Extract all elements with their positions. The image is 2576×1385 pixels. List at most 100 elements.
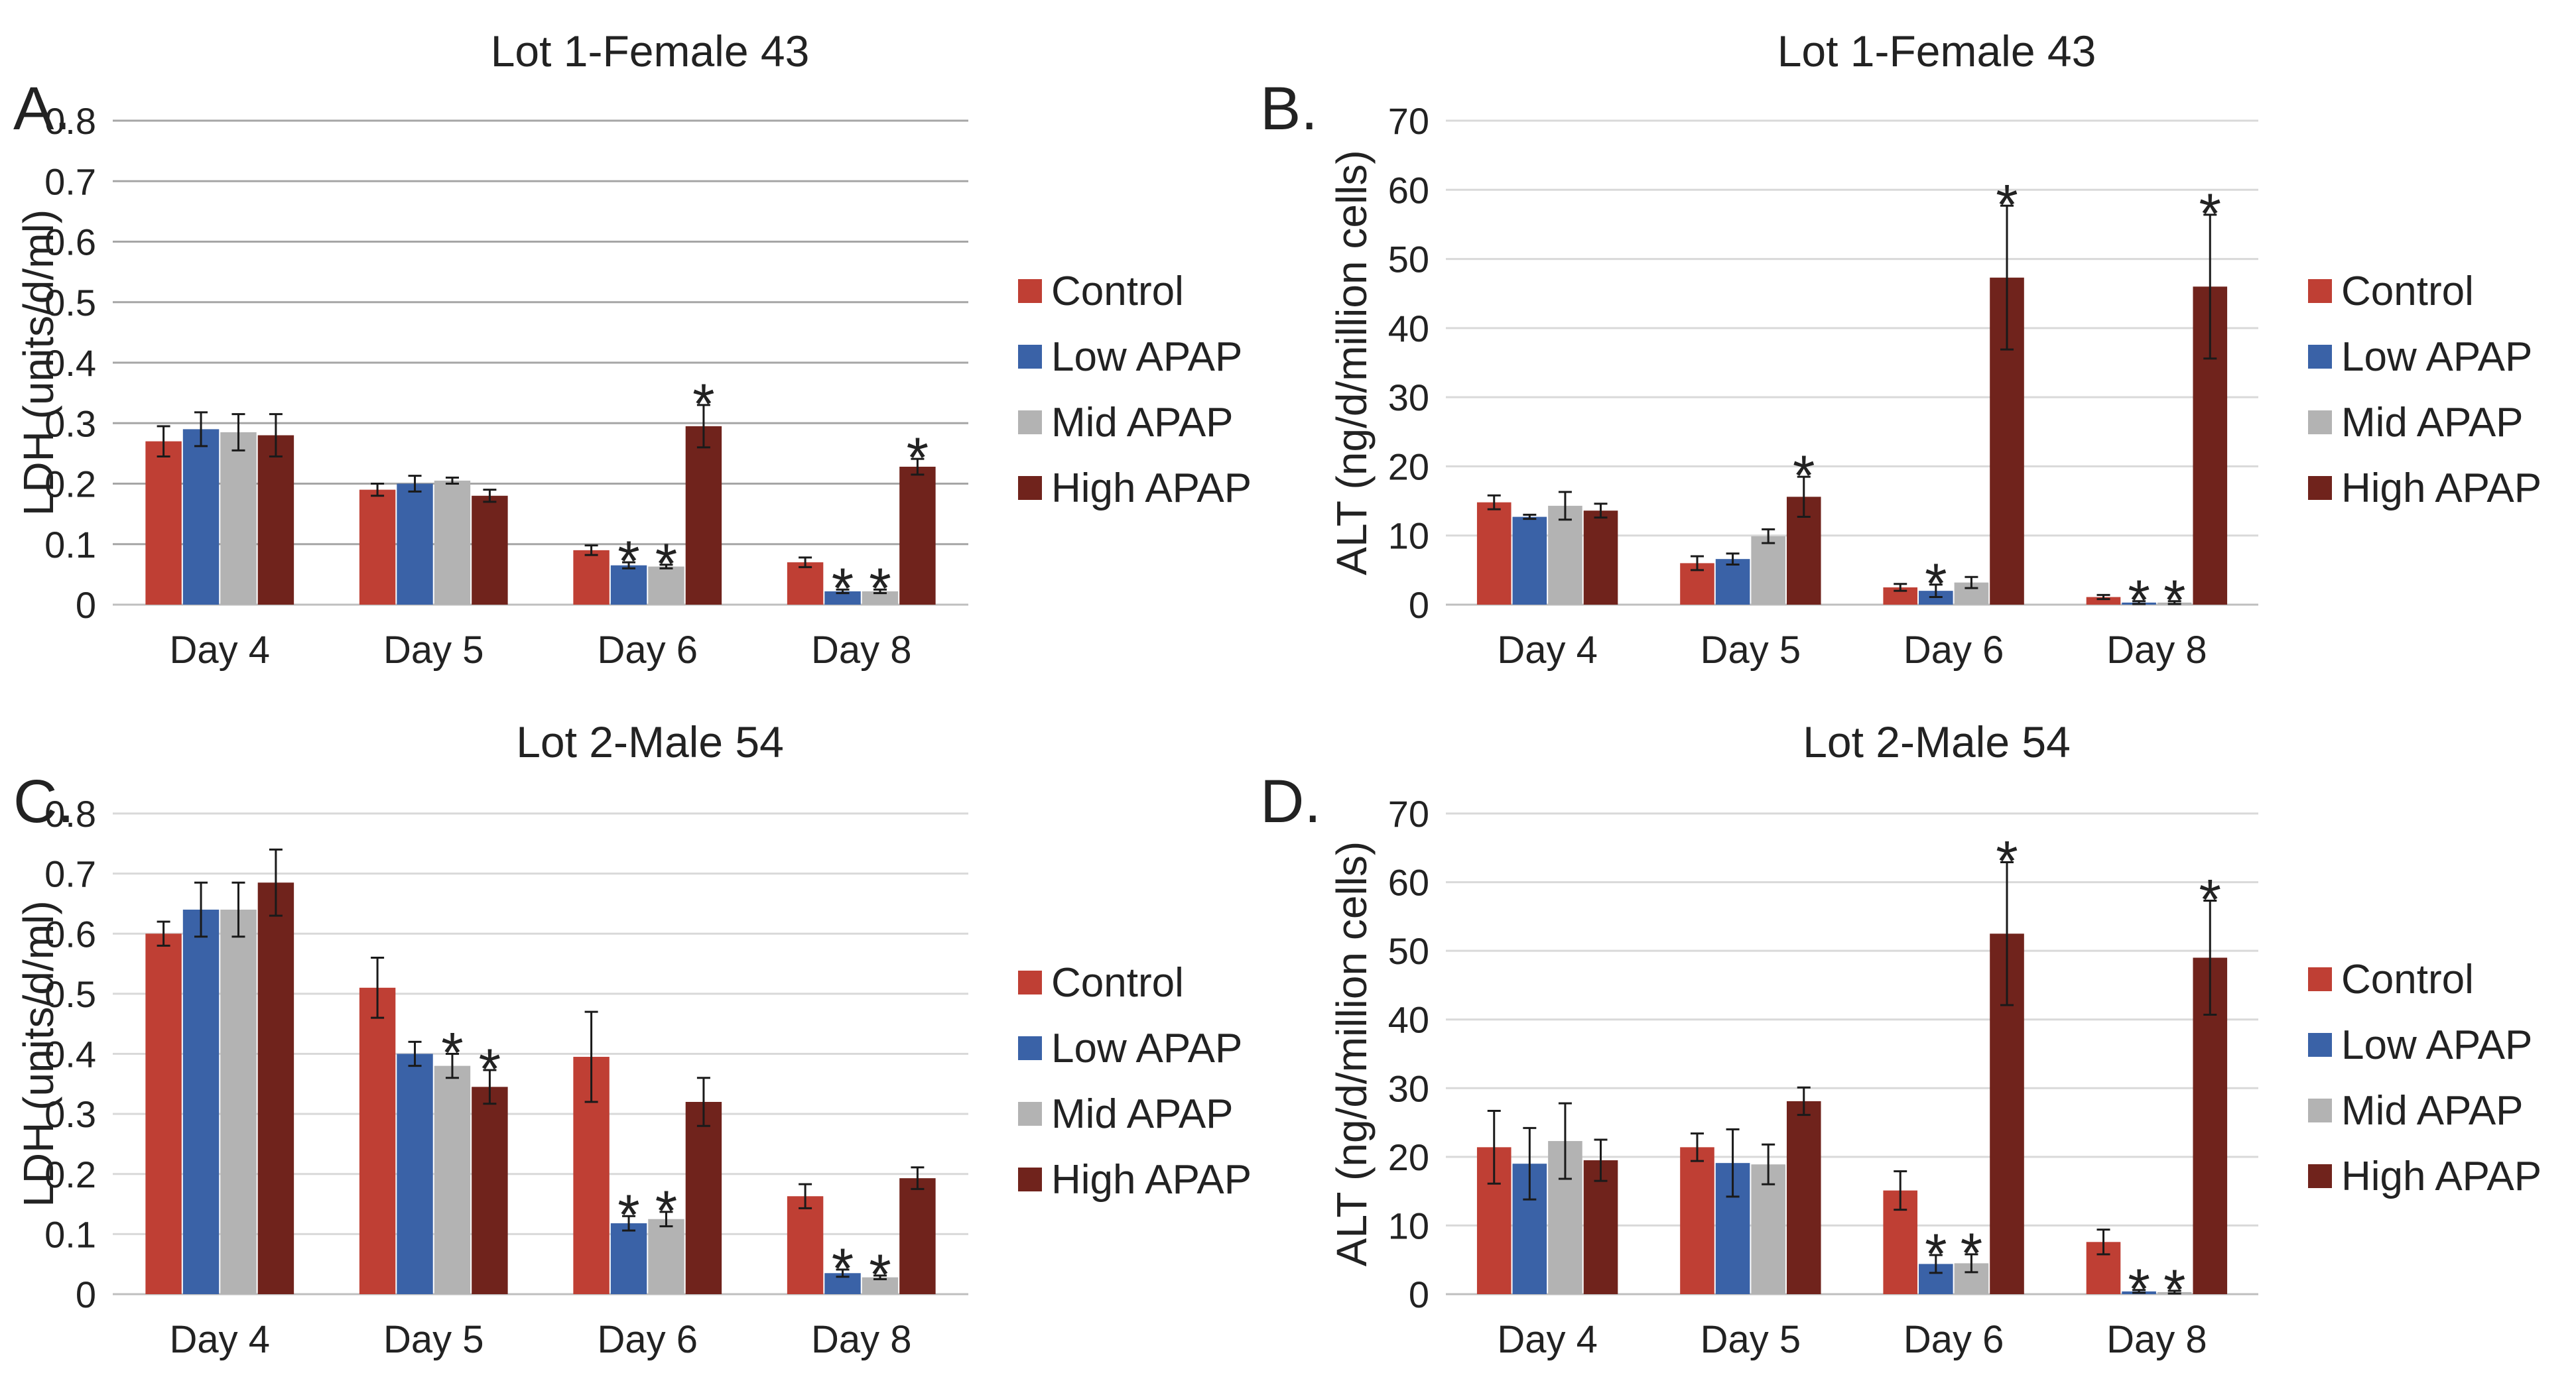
bar (472, 1087, 508, 1294)
bar (1786, 1101, 1821, 1294)
x-tick-label: Day 6 (1903, 629, 2004, 672)
bar (610, 1223, 647, 1294)
y-tick-label: 30 (1388, 377, 1429, 418)
bar (257, 435, 294, 605)
y-tick-label: 10 (1388, 1205, 1429, 1246)
panel-c: C. Lot 2-Male 54 LDH (units/d/ml) 0 0.1 0.2 0.… (13, 717, 1252, 1361)
bar (787, 1196, 824, 1294)
significance-star: * (1996, 173, 2018, 237)
significance-star: * (2199, 182, 2221, 246)
y-tick-label: 70 (1388, 100, 1429, 142)
legend-swatch (1018, 279, 1042, 303)
bar (434, 1065, 471, 1294)
panel-d: D. Lot 2-Male 54 ALT (ng/d/million cells) 0… (1260, 717, 2542, 1361)
significance-star: * (907, 426, 929, 490)
y-axis-label: LDH (units/d/ml) (15, 210, 62, 516)
bar (685, 426, 722, 605)
y-tick-label: 60 (1388, 862, 1429, 904)
x-tick-label: Day 6 (597, 629, 698, 672)
legend-swatch (1018, 971, 1042, 994)
y-tick-label: 0.6 (44, 913, 96, 955)
chart-title: Lot 1-Female 43 (491, 27, 810, 76)
y-tick-label: 60 (1388, 169, 1429, 211)
significance-star: * (1925, 552, 1947, 616)
legend-swatch (1018, 1102, 1042, 1126)
chart-title: Lot 1-Female 43 (1777, 27, 2096, 76)
y-tick-label: 0.8 (44, 793, 96, 835)
bar (648, 1219, 684, 1294)
significance-star: * (1793, 444, 1815, 508)
x-tick-label: Day 8 (2106, 629, 2207, 672)
significance-star: * (692, 373, 714, 436)
legend-label: High APAP (1051, 1157, 1252, 1203)
legend-label: Control (1051, 960, 1184, 1006)
bar (1583, 511, 1618, 605)
significance-star: * (832, 1237, 854, 1301)
legend-swatch (1018, 345, 1042, 369)
bar (182, 429, 220, 605)
significance-star: * (655, 1179, 677, 1243)
bar (397, 1054, 433, 1294)
y-tick-label: 0.7 (44, 853, 96, 895)
bar (573, 550, 610, 605)
y-tick-label: 0.5 (44, 282, 96, 324)
significance-star: * (1961, 1222, 1982, 1286)
y-tick-label: 10 (1388, 515, 1429, 557)
legend-label: Mid APAP (2341, 400, 2524, 446)
chart-title: Lot 2-Male 54 (1803, 717, 2071, 766)
x-tick-label: Day 8 (2106, 1318, 2207, 1361)
significance-star: * (617, 1183, 639, 1247)
panel-label: A. (13, 75, 71, 143)
bar (899, 466, 936, 605)
significance-star: * (441, 1022, 463, 1085)
bar (862, 591, 899, 605)
significance-star: * (869, 557, 891, 621)
y-tick-label: 40 (1388, 999, 1429, 1041)
significance-star: * (655, 532, 677, 596)
bar (257, 882, 294, 1294)
bar (648, 566, 684, 605)
significance-star: * (1996, 830, 2018, 894)
bar (145, 441, 182, 605)
bar (1680, 1147, 1714, 1294)
x-tick-label: Day 5 (383, 629, 484, 672)
panel-label: D. (1260, 768, 1321, 835)
y-tick-label: 0.7 (44, 160, 96, 202)
bar (685, 1102, 722, 1294)
y-axis-label: ALT (ng/d/million cells) (1328, 841, 1376, 1266)
bar (397, 483, 433, 605)
y-tick-label: 0.1 (44, 1213, 96, 1255)
y-tick-label: 0 (1409, 1274, 1429, 1315)
legend-label: High APAP (2341, 465, 2542, 511)
y-tick-label: 0.4 (44, 342, 96, 384)
legend-label: Mid APAP (2341, 1088, 2524, 1134)
x-tick-label: Day 5 (1701, 1318, 1801, 1361)
legend-label: Mid APAP (1051, 1091, 1234, 1137)
y-tick-label: 0.5 (44, 973, 96, 1015)
significance-star: * (2163, 1258, 2185, 1322)
panel-label: B. (1260, 75, 1318, 143)
y-tick-label: 0.6 (44, 221, 96, 263)
x-tick-label: Day 4 (1497, 1318, 1598, 1361)
significance-star: * (617, 530, 639, 593)
y-tick-label: 0.4 (44, 1034, 96, 1075)
x-tick-label: Day 5 (1701, 629, 1801, 672)
y-tick-label: 70 (1388, 793, 1429, 835)
significance-star: * (2163, 569, 2185, 632)
legend-swatch (2308, 1033, 2332, 1057)
y-tick-label: 0.2 (44, 463, 96, 505)
bar (182, 910, 220, 1294)
legend-label: Low APAP (2341, 334, 2532, 380)
bar (1476, 502, 1512, 605)
y-tick-label: 50 (1388, 239, 1429, 280)
bar (359, 489, 396, 605)
y-tick-label: 0 (76, 584, 96, 626)
significance-star: * (1925, 1223, 1947, 1286)
x-tick-label: Day 8 (811, 629, 912, 672)
legend-swatch (1018, 410, 1042, 434)
legend-label: Control (1051, 269, 1184, 314)
bar (899, 1178, 936, 1294)
y-tick-label: 0.1 (44, 524, 96, 566)
panel-a: A. Lot 1-Female 43 LDH (units/d/ml) 0 0.1 0.2… (13, 27, 1252, 672)
